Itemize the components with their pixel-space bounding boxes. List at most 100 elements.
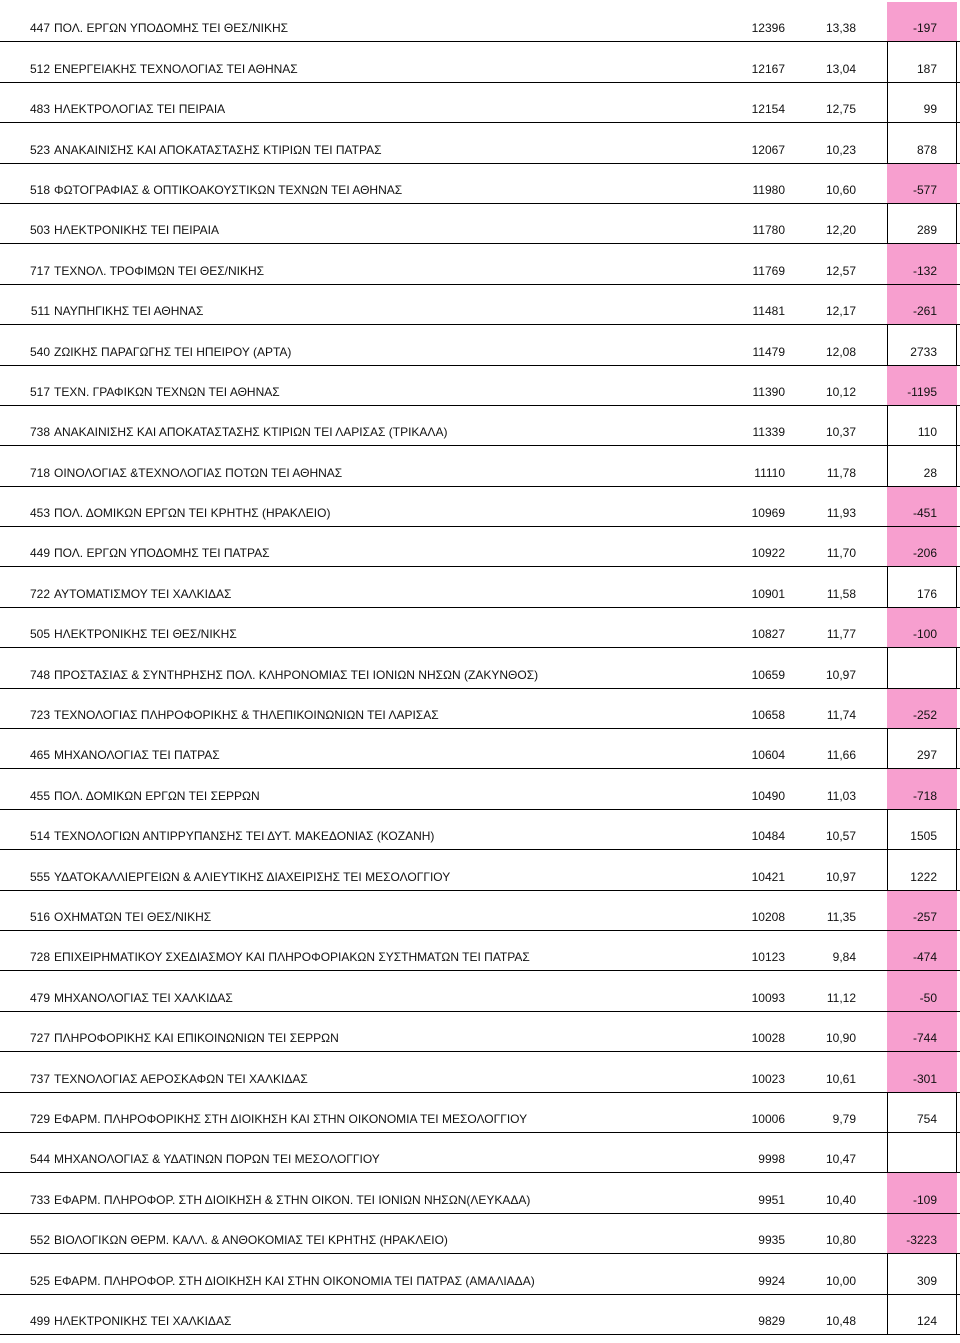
entry-score: 10658: [751, 708, 785, 723]
entry-score: 10028: [751, 1031, 785, 1046]
table-row: 479 ΜΗΧΑΝΟΛΟΓΙΑΣ ΤΕΙ ΧΑΛΚΙΔΑΣ 10093 11,12 -5…: [0, 971, 960, 1012]
entry-score: 10023: [751, 1071, 785, 1086]
department-name: ΖΩΙΚΗΣ ΠΑΡΑΓΩΓΗΣ ΤΕΙ ΗΠΕΙΡΟΥ (ΑΡΤΑ): [54, 344, 292, 359]
department-name: ΠΟΛ. ΕΡΓΩΝ ΥΠΟΔΟΜΗΣ ΤΕΙ ΠΑΤΡΑΣ: [54, 546, 270, 561]
score-difference: -451: [912, 506, 937, 521]
department-code: 516: [29, 909, 50, 924]
score-difference-cell: 878: [887, 123, 957, 162]
department-name: ΕΠΙΧΕΙΡΗΜΑΤΙΚΟΥ ΣΧΕΔΙΑΣΜΟΥ ΚΑΙ ΠΛΗΡΟΦΟΡΙ…: [54, 950, 530, 965]
score-difference: -252: [912, 708, 937, 723]
average-grade: 11,70: [826, 546, 856, 561]
table-row: 738 ΑΝΑΚΑΙΝΙΣΗΣ ΚΑΙ ΑΠΟΚΑΤΑΣΤΑΣΗΣ ΚΤΙΡΙΩΝ…: [0, 406, 960, 447]
department-name: ΑΝΑΚΑΙΝΙΣΗΣ ΚΑΙ ΑΠΟΚΑΤΑΣΤΑΣΗΣ ΚΤΙΡΙΩΝ ΤΕ…: [54, 425, 448, 440]
department-code: 552: [29, 1233, 50, 1248]
table-row: 512 ΕΝΕΡΓΕΙΑΚΗΣ ΤΕΧΝΟΛΟΓΙΑΣ ΤΕΙ ΑΘΗΝΑΣ 121…: [0, 42, 960, 83]
column-divider: [887, 2, 888, 1335]
score-difference-cell: [887, 1133, 957, 1172]
department-name: ΤΕΧΝΟΛ. ΤΡΟΦΙΜΩΝ ΤΕΙ ΘΕΣ/ΝΙΚΗΣ: [54, 263, 265, 278]
entry-score: 9829: [758, 1313, 785, 1328]
department-name: ΜΗΧΑΝΟΛΟΓΙΑΣ & ΥΔΑΤΙΝΩΝ ΠΟΡΩΝ ΤΕΙ ΜΕΣΟΛΟ…: [54, 1152, 380, 1167]
department-code: 540: [29, 344, 50, 359]
average-grade: 13,04: [825, 61, 856, 76]
score-difference: -718: [912, 788, 937, 803]
score-difference: 309: [916, 1273, 937, 1288]
department-name: ΤΕΧΝ. ΓΡΑΦΙΚΩΝ ΤΕΧΝΩΝ ΤΕΙ ΑΘΗΝΑΣ: [54, 384, 280, 399]
score-difference: -100: [912, 627, 937, 642]
entry-score: 10659: [751, 667, 785, 682]
department-code: 717: [29, 263, 50, 278]
score-difference: -132: [912, 263, 937, 278]
entry-score: 11479: [752, 344, 785, 359]
score-difference-cell: -50: [887, 971, 957, 1011]
table-row: 555 ΥΔΑΤΟΚΑΛΛΙΕΡΓΕΙΩΝ & ΑΛΙΕΥΤΙΚΗΣ ΔΙΑΧΕΙ…: [0, 850, 960, 891]
table-row: 544 ΜΗΧΑΝΟΛΟΓΙΑΣ & ΥΔΑΤΙΝΩΝ ΠΟΡΩΝ ΤΕΙ ΜΕΣ…: [0, 1133, 960, 1174]
entry-score: 10969: [751, 506, 785, 521]
score-difference-cell: 309: [887, 1254, 957, 1293]
department-name: ΤΕΧΝΟΛΟΓΙΑΣ ΑΕΡΟΣΚΑΦΩΝ ΤΕΙ ΧΑΛΚΙΔΑΣ: [54, 1071, 308, 1086]
department-name: ΕΦΑΡΜ. ΠΛΗΡΟΦΟΡΙΚΗΣ ΣΤΗ ΔΙΟΙΚΗΣΗ ΚΑΙ ΣΤΗ…: [54, 1111, 528, 1126]
average-grade: 11,66: [826, 748, 856, 763]
score-difference: -744: [912, 1031, 937, 1046]
score-difference-cell: -100: [887, 607, 957, 648]
table-row: 503 ΗΛΕΚΤΡΟΝΙΚΗΣ ΤΕΙ ΠΕΙΡΑΙΑ 11780 12,20 289: [0, 204, 960, 245]
score-difference-cell: 297: [887, 729, 957, 768]
department-code: 514: [29, 829, 50, 844]
average-grade: 11,93: [826, 506, 856, 521]
department-name: ΦΩΤΟΓΡΑΦΙΑΣ & ΟΠΤΙΚΟΑΚΟΥΣΤΙΚΩΝ ΤΕΧΝΩΝ ΤΕ…: [54, 182, 403, 197]
score-difference-cell: -261: [887, 284, 957, 325]
score-difference: -1195: [907, 384, 937, 399]
score-difference: 1505: [910, 829, 937, 844]
table-row: 733 ΕΦΑΡΜ. ΠΛΗΡΟΦΟΡ. ΣΤΗ ΔΙΟΙΚΗΣΗ & ΣΤΗΝ …: [0, 1173, 960, 1214]
score-difference: 754: [916, 1111, 937, 1126]
average-grade: 10,12: [825, 384, 856, 399]
entry-score: 10827: [751, 627, 785, 642]
score-difference: -206: [912, 546, 937, 561]
department-code: 727: [29, 1031, 50, 1046]
average-grade: 10,60: [825, 182, 856, 197]
department-name: ΑΥΤΟΜΑΤΙΣΜΟΥ ΤΕΙ ΧΑΛΚΙΔΑΣ: [54, 586, 232, 601]
average-grade: 11,78: [826, 465, 856, 480]
department-code: 729: [29, 1111, 50, 1126]
score-difference: -577: [912, 182, 937, 197]
department-name: ΤΕΧΝΟΛΟΓΙΩΝ ΑΝΤΙΡΡΥΠΑΝΣΗΣ ΤΕΙ ΔΥΤ. ΜΑΚΕΔ…: [54, 829, 435, 844]
table-row: 717 ΤΕΧΝΟΛ. ΤΡΟΦΙΜΩΝ ΤΕΙ ΘΕΣ/ΝΙΚΗΣ 11769 12…: [0, 244, 960, 285]
average-grade: 13,38: [825, 21, 856, 36]
department-name: ΗΛΕΚΤΡΟΝΙΚΗΣ ΤΕΙ ΧΑΛΚΙΔΑΣ: [54, 1313, 232, 1328]
department-code: 738: [29, 425, 50, 440]
entry-score: 10901: [751, 586, 785, 601]
average-grade: 10,97: [825, 869, 856, 884]
average-grade: 10,61: [825, 1071, 856, 1086]
table-row: 455 ΠΟΛ. ΔΟΜΙΚΩΝ ΕΡΓΩΝ ΤΕΙ ΣΕΡΡΩΝ 10490 11,…: [0, 769, 960, 810]
department-code: 517: [29, 384, 50, 399]
department-code: 728: [29, 950, 50, 965]
entry-score: 9998: [758, 1152, 785, 1167]
entry-score: 9951: [758, 1192, 785, 1207]
score-difference-cell: -451: [887, 486, 957, 527]
department-code: 733: [29, 1192, 50, 1207]
department-name: ΗΛΕΚΤΡΟΝΙΚΗΣ ΤΕΙ ΠΕΙΡΑΙΑ: [54, 223, 220, 238]
table-row: 511 ΝΑΥΠΗΓΙΚΗΣ ΤΕΙ ΑΘΗΝΑΣ 11481 12,17 -261: [0, 284, 960, 326]
entry-score: 11481: [752, 304, 785, 319]
average-grade: 10,97: [825, 667, 856, 682]
table-row: 523 ΑΝΑΚΑΙΝΙΣΗΣ ΚΑΙ ΑΠΟΚΑΤΑΣΤΑΣΗΣ ΚΤΙΡΙΩΝ…: [0, 123, 960, 164]
score-difference-cell: -132: [887, 244, 957, 284]
score-difference-cell: -3223: [887, 1213, 957, 1254]
entry-score: 11980: [752, 182, 785, 197]
department-name: ΠΟΛ. ΔΟΜΙΚΩΝ ΕΡΓΩΝ ΤΕΙ ΣΕΡΡΩΝ: [54, 788, 260, 803]
department-name: ΝΑΥΠΗΓΙΚΗΣ ΤΕΙ ΑΘΗΝΑΣ: [54, 304, 204, 319]
score-difference-cell: 2733: [887, 325, 957, 364]
entry-score: 10093: [751, 990, 785, 1005]
department-name: ΠΟΛ. ΕΡΓΩΝ ΥΠΟΔΟΜΗΣ ΤΕΙ ΘΕΣ/ΝΙΚΗΣ: [54, 21, 289, 36]
average-grade: 10,47: [825, 1152, 856, 1167]
table-row: 517 ΤΕΧΝ. ΓΡΑΦΙΚΩΝ ΤΕΧΝΩΝ ΤΕΙ ΑΘΗΝΑΣ 11390…: [0, 365, 960, 406]
score-difference-cell: 754: [887, 1093, 957, 1132]
score-difference: 297: [916, 748, 937, 763]
department-name: ΒΙΟΛΟΓΙΚΩΝ ΘΕΡΜ. ΚΑΛΛ. & ΑΝΘΟΚΟΜΙΑΣ ΤΕΙ …: [54, 1233, 448, 1248]
department-code: 499: [29, 1313, 50, 1328]
score-difference-cell: -474: [887, 930, 957, 971]
table-row: 727 ΠΛΗΡΟΦΟΡΙΚΗΣ ΚΑΙ ΕΠΙΚΟΙΝΩΝΙΩΝ ΤΕΙ ΣΕΡ…: [0, 1011, 960, 1053]
department-name: ΠΛΗΡΟΦΟΡΙΚΗΣ ΚΑΙ ΕΠΙΚΟΙΝΩΝΙΩΝ ΤΕΙ ΣΕΡΡΩΝ: [54, 1031, 339, 1046]
department-code: 505: [29, 627, 50, 642]
